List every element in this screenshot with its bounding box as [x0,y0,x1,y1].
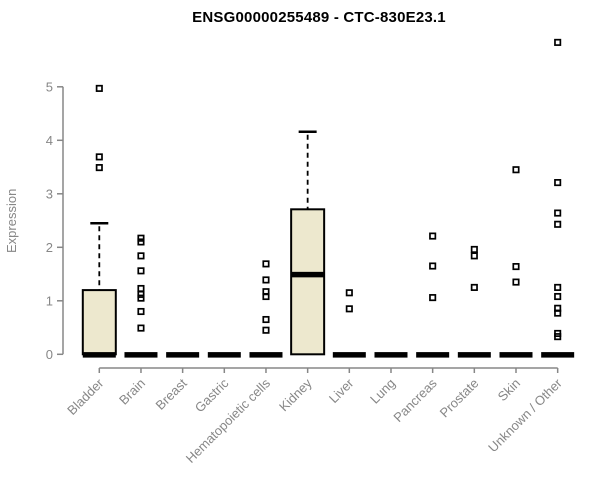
box-bladder [81,289,117,356]
outlier-pancreas-0 [429,232,437,240]
x-axis-label-bladder: Bladder [64,375,107,418]
y-axis-tick-label: 3 [46,186,53,201]
outlier-unknown-other-2 [554,209,562,217]
outlier-liver-0 [345,289,353,297]
outlier-skin-2 [512,278,520,286]
outlier-pancreas-2 [429,294,437,302]
x-axis-label-breast: Breast [153,375,190,412]
collapsed-box-breast [166,352,200,358]
collapsed-box-gastric [207,352,241,358]
outlier-bladder-2 [95,164,103,172]
y-axis-tick-label: 1 [46,293,53,308]
x-axis-label-skin: Skin [495,376,523,404]
x-axis-label-gastric: Gastric [192,375,232,415]
x-axis-label-kidney: Kidney [276,375,315,414]
outlier-brain-3 [137,267,145,275]
collapsed-box-skin [499,352,533,358]
outlier-unknown-other-3 [554,220,562,228]
box-kidney [290,208,326,356]
x-axis-label-pancreas: Pancreas [390,375,440,425]
median-kidney [291,271,325,278]
y-axis-tick-label: 5 [46,79,53,94]
outlier-hematopoietic-cells-5 [262,326,270,334]
collapsed-box-liver [332,352,366,358]
collapsed-box-lung [374,352,408,358]
collapsed-box-brain [124,352,158,358]
outlier-skin-1 [512,263,520,271]
outlier-brain-7 [137,307,145,316]
outlier-liver-1 [345,305,353,313]
outlier-prostate-2 [470,283,478,291]
outlier-prostate-1 [470,252,478,260]
y-axis-tick-label: 0 [46,347,53,362]
outlier-hematopoietic-cells-0 [262,260,270,268]
y-axis-title: Expression [4,188,19,254]
outlier-hematopoietic-cells-3 [262,292,270,301]
outlier-bladder-0 [95,84,103,92]
outlier-pancreas-1 [429,262,437,270]
outlier-prostate-0 [470,245,478,253]
outlier-unknown-other-1 [554,179,562,187]
outlier-unknown-other-0 [554,38,562,46]
collapsed-box-hematopoietic-cells [249,352,283,358]
outlier-hematopoietic-cells-1 [262,276,270,284]
x-axis-label-brain: Brain [116,376,148,408]
outlier-brain-8 [137,324,145,332]
collapsed-box-prostate [457,352,491,358]
outlier-bladder-1 [95,153,103,161]
collapsed-box-unknown-other [541,352,575,358]
chart-title: ENSG00000255489 - CTC-830E23.1 [192,9,446,26]
outlier-unknown-other-5 [554,292,562,301]
y-axis-tick-label: 2 [46,240,53,255]
outlier-unknown-other-7 [554,309,562,317]
x-axis-label-liver: Liver [326,375,357,406]
outlier-hematopoietic-cells-4 [262,315,270,324]
x-axis-label-lung: Lung [367,376,398,407]
outlier-brain-0 [137,234,145,242]
outlier-brain-5 [137,290,145,298]
outlier-brain-6 [137,294,145,302]
y-axis-tick-label: 4 [46,133,53,148]
x-axis-label-prostate: Prostate [437,376,482,421]
outlier-brain-4 [137,284,145,293]
outlier-unknown-other-4 [554,283,562,291]
median-bladder [82,352,116,358]
outlier-brain-1 [137,238,145,246]
x-axis-label-unknown-other: Unknown / Other [485,375,565,455]
outlier-skin-0 [512,166,520,174]
outlier-unknown-other-9 [554,333,562,341]
outlier-brain-2 [137,252,145,260]
collapsed-box-pancreas [416,352,450,358]
